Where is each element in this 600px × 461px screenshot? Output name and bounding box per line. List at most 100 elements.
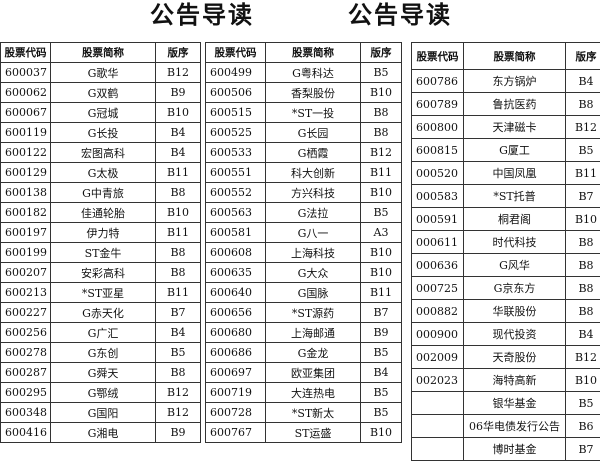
stock-name-header: 股票简称 [266,43,361,63]
stock-name-cell: 鲁抗医药 [464,93,566,116]
stock-code-cell: 600656 [206,303,266,323]
stock-code-cell: 000591 [412,208,464,231]
stock-code-cell: 000520 [412,162,464,185]
stock-code-cell: 002009 [412,346,464,369]
stock-code-cell: 600213 [1,283,51,303]
page-section-cell: B4 [156,143,201,163]
page-section-cell: B9 [361,323,402,343]
stock-code-cell: 600815 [412,139,464,162]
stock-code-cell: 600608 [206,243,266,263]
stock-code-cell: 600207 [1,263,51,283]
stock-code-cell: 600786 [412,70,464,93]
stock-code-cell [412,415,464,438]
stock-code-cell: 600697 [206,363,266,383]
table-header-row: 股票代码股票简称版序 [206,43,402,63]
page-section-cell: B7 [566,438,600,461]
stock-name-cell: 东方锅炉 [464,70,566,93]
stock-name-cell: 伊力特 [51,223,156,243]
stock-name-cell: 06华电债发行公告 [464,415,566,438]
page-section-cell: B11 [156,283,201,303]
page-section-cell: B12 [361,143,402,163]
stock-code-cell: 600037 [1,63,51,83]
page-section-cell: B11 [156,163,201,183]
stock-name-cell: G厦工 [464,139,566,162]
page-section-cell: B8 [566,277,600,300]
stock-code-cell: 600506 [206,83,266,103]
stock-code-cell [412,438,464,461]
stock-code-cell: 600119 [1,123,51,143]
stock-code-cell: 600719 [206,383,266,403]
stock-name-cell: 博时基金 [464,438,566,461]
stock-code-cell: 600525 [206,123,266,143]
stock-name-cell: 大连热电 [266,383,361,403]
page-section-cell: B5 [361,383,402,403]
stock-code-cell: 600635 [206,263,266,283]
stock-name-cell: 天奇股份 [464,346,566,369]
stock-code-cell: 600062 [1,83,51,103]
stock-name-cell: G风华 [464,254,566,277]
stock-code-cell: 000583 [412,185,464,208]
page-section-cell: B5 [361,403,402,423]
stock-name-cell: G栖霞 [266,143,361,163]
stock-name-cell: G粤科达 [266,63,361,83]
stock-code-cell: 600533 [206,143,266,163]
stock-name-cell: G国脉 [266,283,361,303]
stock-name-cell: G京东方 [464,277,566,300]
stock-name-cell: G冠城 [51,103,156,123]
page-section-cell: B8 [156,243,201,263]
stock-name-cell: G中青旅 [51,183,156,203]
page-section-cell: B10 [156,203,201,223]
stock-code-cell: 600122 [1,143,51,163]
page-section-cell: B4 [156,323,201,343]
table-header-row: 股票代码股票简称版序 [412,43,600,70]
stock-name-header: 股票简称 [464,43,566,70]
stock-code-cell: 600563 [206,203,266,223]
stock-name-cell: *ST一投 [266,103,361,123]
stock-name-cell: 中国凤凰 [464,162,566,185]
stock-name-cell: 桐君阁 [464,208,566,231]
stock-code-cell: 600686 [206,343,266,363]
stock-name-cell: 科大创新 [266,163,361,183]
page-section-cell: B6 [566,415,600,438]
page-section-cell: B10 [361,243,402,263]
stock-code-cell: 600789 [412,93,464,116]
page-section-cell: B7 [566,185,600,208]
page-section-cell: B4 [361,363,402,383]
stock-code-cell: 600767 [206,423,266,443]
stock-code-cell: 600256 [1,323,51,343]
stock-name-cell: G八一 [266,223,361,243]
stock-name-cell: 欧亚集团 [266,363,361,383]
stock-name-cell: G法拉 [266,203,361,223]
stock-name-cell: 宏图高科 [51,143,156,163]
stock-name-cell: 时代科技 [464,231,566,254]
stock-name-cell: G双鹤 [51,83,156,103]
page-section-cell: B11 [361,283,402,303]
stock-name-cell: G太极 [51,163,156,183]
stock-name-cell: G金龙 [266,343,361,363]
stock-code-cell: 600067 [1,103,51,123]
table-header-row: 股票代码股票简称版序 [1,43,201,63]
